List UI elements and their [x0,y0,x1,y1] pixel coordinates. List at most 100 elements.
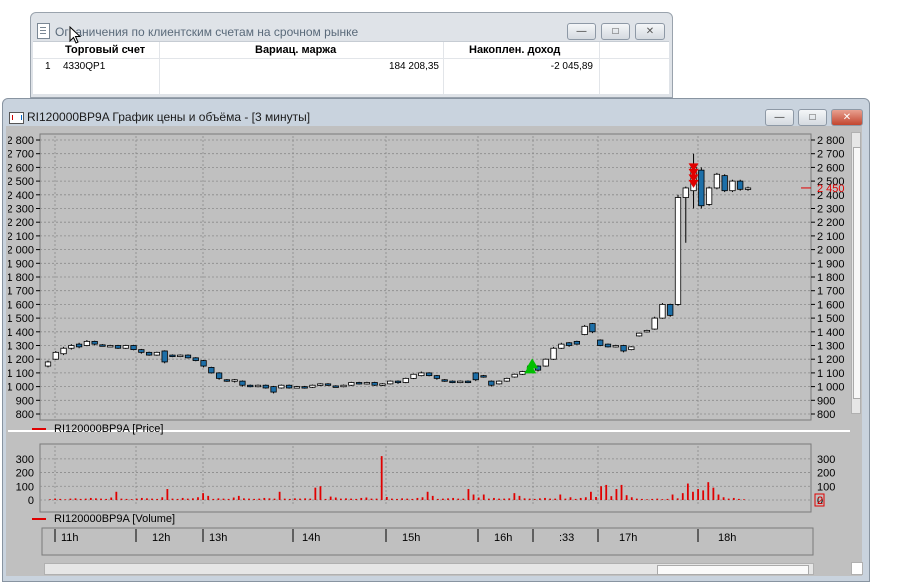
close-button[interactable]: ✕ [635,23,665,40]
volume-bar [671,494,674,500]
horizontal-scrollbar-thumb[interactable] [657,565,809,575]
volume-bar [339,498,342,500]
volume-bar [727,498,730,500]
price-axis-label-right: 1 100 [817,368,845,380]
chart-window-title: RI120000BP9A График цены и объёма - [3 м… [27,110,311,124]
price-legend: RI120000BP9A [Price] [32,423,163,435]
price-candle [75,343,83,348]
price-axis-label-left: 1 500 [8,313,34,325]
price-axis-label-right: 2 300 [817,204,845,216]
volume-bar [590,491,592,500]
volume-bar [584,497,587,500]
volume-bar [421,497,424,500]
col-header-accum-income[interactable]: Накоплен. доход [469,44,561,56]
minimize-button[interactable]: — [765,109,794,126]
volume-axis-label-right: 300 [817,454,835,466]
volume-axis-label-left: 100 [16,481,34,493]
volume-bar [95,498,97,500]
volume-bar [186,498,189,500]
price-candle [262,384,269,389]
price-axis-label-right: 900 [817,395,835,407]
price-candle [301,386,308,389]
price-candle [433,375,441,379]
limits-window-titlebar[interactable]: Ограничения по клиентским счетам на сроч… [31,13,672,49]
chart-window-titlebar[interactable]: RI120000BP9A График цены и объёма - [3 м… [3,99,869,127]
price-candle [628,346,635,351]
price-axis-label-right: 1 500 [817,313,845,325]
volume-bar [452,497,455,500]
price-candle [394,380,402,384]
volume-bar [375,498,378,500]
price-candle [744,187,752,190]
price-candle [324,383,332,386]
accum-income-cell[interactable]: -2 045,89 [550,61,593,72]
volume-bar [324,498,327,500]
volume-bar [722,497,725,500]
price-candle [418,372,425,377]
price-candle [215,372,223,379]
price-candle [223,379,231,382]
sell-marker-icon [688,179,699,188]
minimize-button[interactable]: — [567,23,596,40]
price-candle [99,344,106,347]
volume-bar [569,497,572,500]
price-candle [667,303,674,316]
volume-bar [676,498,679,500]
var-margin-cell[interactable]: 184 208,35 [388,61,439,72]
volume-bar [181,497,184,500]
volume-bar [707,482,710,500]
price-candle [114,345,122,349]
volume-bar [125,498,128,500]
price-candle [488,380,495,386]
scrollbar-corner [851,562,863,575]
time-axis-label: 18h [718,532,736,544]
volume-axis-label-right: 200 [817,468,835,480]
account-cell[interactable]: 4330QP1 [63,61,106,72]
volume-bar [84,498,87,500]
volume-bar [523,498,526,500]
volume-bar [686,483,689,500]
price-candle [169,354,176,357]
vertical-scrollbar-thumb[interactable] [853,147,861,399]
volume-bar [406,498,409,500]
maximize-button[interactable]: □ [601,23,630,40]
price-candle [68,345,75,349]
horizontal-scrollbar[interactable] [44,563,814,575]
vertical-scrollbar[interactable] [851,132,861,414]
volume-bar [401,498,404,500]
price-legend-label: RI120000BP9A [Price] [54,423,164,435]
price-axis-label-right: 2 500 [817,176,845,188]
volume-bar [329,496,332,500]
col-header-var-margin[interactable]: Вариац. маржа [255,44,337,56]
price-axis-label-right: 800 [817,409,835,421]
time-axis-label: 11h [61,532,79,544]
col-header-account[interactable]: Торговый счет [65,44,146,56]
volume-bar [217,498,220,500]
volume-bar [615,489,618,500]
volume-bar [579,497,582,500]
price-candle [550,347,557,360]
volume-bar [268,498,271,500]
volume-bar [248,498,250,500]
row-number: 1 [45,61,51,72]
mouse-cursor-icon [69,26,82,44]
price-axis-label-right: 2 600 [817,162,845,174]
price-candle [317,383,324,386]
volume-bar [135,498,138,500]
close-button[interactable]: ✕ [831,109,863,126]
volume-bar [625,495,628,500]
volume-bar [528,498,531,500]
volume-axis-label-left: 0 [28,495,34,507]
time-axis-label: 16h [494,532,512,544]
volume-bar [595,496,597,500]
volume-bar [666,498,669,500]
volume-bar [115,491,118,500]
price-axis-label-right: 2 200 [817,217,845,229]
volume-bar [661,499,664,500]
volume-bar [232,497,235,500]
price-axis-label-left: 1 000 [8,382,34,394]
maximize-button[interactable]: □ [798,109,827,126]
price-candle [145,351,153,356]
price-candle [604,343,612,348]
